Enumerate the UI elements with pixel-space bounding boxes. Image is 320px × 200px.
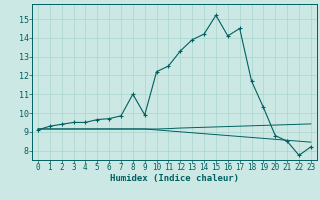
X-axis label: Humidex (Indice chaleur): Humidex (Indice chaleur) xyxy=(110,174,239,183)
